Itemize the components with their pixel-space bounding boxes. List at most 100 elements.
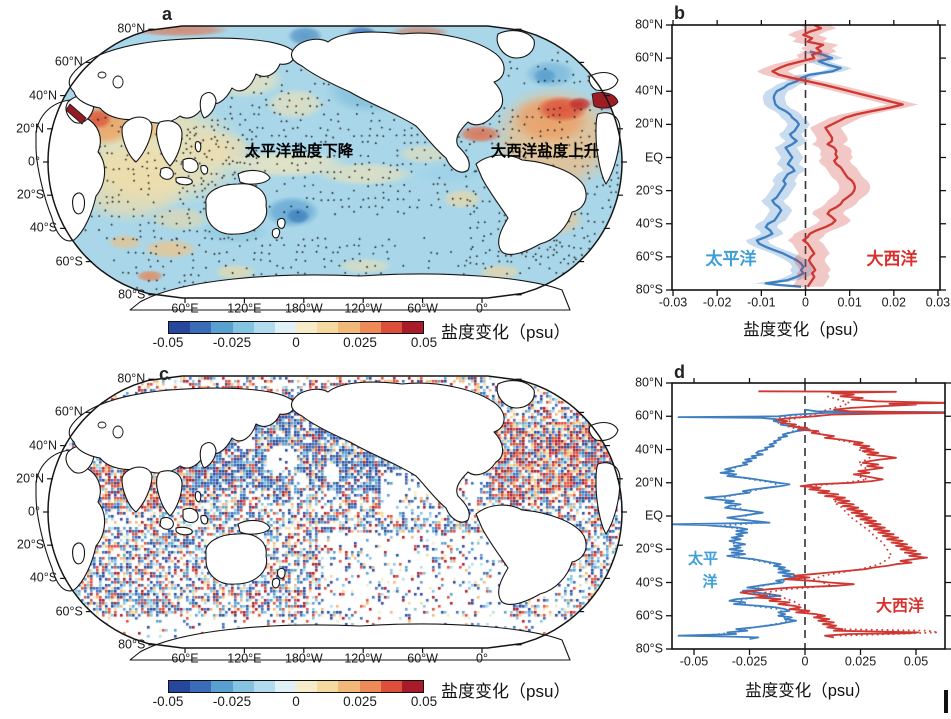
colorbar-segment bbox=[253, 322, 275, 333]
colorbar-segment bbox=[401, 322, 424, 333]
cursor-artifact bbox=[944, 690, 948, 713]
continent bbox=[496, 30, 535, 59]
map-c-lon-label: 120°W bbox=[344, 651, 383, 666]
continent bbox=[588, 421, 619, 442]
colorbar-c-tick-label: 0.025 bbox=[343, 693, 377, 709]
map-a-lon-label: 120°E bbox=[227, 301, 262, 316]
panel-b-atlantic-label: 大西洋 bbox=[866, 249, 918, 269]
series-line bbox=[755, 50, 842, 288]
panel-a-letter: a bbox=[162, 4, 173, 24]
profile-x-tick-label: 0.01 bbox=[837, 295, 862, 310]
profile-y-tick-label: EQ bbox=[644, 149, 663, 164]
continent bbox=[72, 192, 86, 215]
colorbar-segment bbox=[169, 681, 191, 692]
colorbar-segment bbox=[296, 681, 318, 692]
colorbar-c-tick-label: 0 bbox=[292, 693, 300, 709]
map-a-lon-label: 120°W bbox=[344, 301, 383, 316]
profile-x-tick-label: 0.025 bbox=[844, 654, 877, 669]
continent bbox=[121, 116, 153, 163]
map-c-lon-label: 60°W bbox=[407, 651, 438, 666]
profile-x-tick-label: 0.02 bbox=[881, 295, 906, 310]
colorbar-c-tick-label: -0.05 bbox=[152, 693, 184, 709]
colorbar-segment bbox=[296, 322, 318, 333]
series-group bbox=[672, 390, 945, 640]
continent bbox=[156, 120, 183, 167]
continents bbox=[35, 380, 621, 661]
continent bbox=[156, 470, 183, 517]
profile-y-tick-label: 40°N bbox=[635, 441, 663, 456]
panel-b-xlabel: 盐度变化（psu） bbox=[743, 321, 869, 339]
colorbar-segment bbox=[380, 681, 402, 692]
series-line bbox=[771, 25, 904, 288]
map-c-lat-label: 80°S bbox=[118, 637, 146, 652]
map-c-lon-label: 60°E bbox=[171, 651, 199, 666]
pacific-annotation: 太平洋盐度下降 bbox=[244, 143, 354, 160]
map-c-lat-label: 40°S bbox=[29, 570, 58, 585]
map-a-lat-label: 40°S bbox=[29, 220, 58, 235]
map-a-lat-label: 20°S bbox=[16, 187, 45, 202]
profile-x-tick-label: -0.02 bbox=[702, 295, 732, 310]
colorbar-segment bbox=[274, 681, 297, 692]
continent bbox=[68, 37, 295, 124]
continent bbox=[182, 157, 199, 174]
profile-y-tick-label: 40°S bbox=[635, 216, 663, 231]
colorbar-a bbox=[168, 321, 424, 334]
profile-y-tick-label: 40°S bbox=[635, 574, 663, 589]
continent bbox=[290, 31, 505, 173]
continent bbox=[121, 466, 153, 513]
map-a-lat-label: 80°N bbox=[117, 21, 146, 36]
colorbar-segment bbox=[232, 681, 254, 692]
colorbar-a-tick-label: -0.05 bbox=[152, 334, 184, 350]
continent bbox=[194, 141, 202, 153]
profile-y-tick-label: 80°S bbox=[635, 282, 663, 297]
colorbar-a-tick-label: -0.025 bbox=[212, 334, 252, 350]
profile-y-tick-label: 40°N bbox=[635, 83, 663, 98]
continent bbox=[35, 449, 106, 592]
continents bbox=[35, 30, 621, 311]
continent bbox=[182, 507, 199, 524]
colorbar-c-tick-label: 0.05 bbox=[410, 693, 438, 709]
map-a-lon-label: 0° bbox=[476, 301, 488, 316]
profile-x-tick-label: 0.03 bbox=[925, 295, 951, 310]
profile-y-tick-label: 60°N bbox=[635, 408, 663, 423]
colorbar-a-tick-label: 0.05 bbox=[410, 334, 438, 350]
continent bbox=[595, 462, 621, 535]
map-a-lat-label: 0° bbox=[28, 154, 40, 169]
lake bbox=[112, 425, 124, 439]
colorbar-c bbox=[168, 680, 424, 693]
lake bbox=[97, 71, 107, 79]
colorbar-a-label: 盐度变化（psu） bbox=[441, 323, 571, 342]
atlantic-annotation: 大西洋盐度上升 bbox=[490, 143, 600, 160]
profile-y-tick-label: 20°N bbox=[635, 116, 663, 131]
colorbar-c-tick-label: -0.025 bbox=[212, 693, 252, 709]
colorbar-segment bbox=[359, 322, 381, 333]
lake bbox=[97, 421, 107, 429]
series-group bbox=[745, 25, 919, 288]
panel-c-letter: c bbox=[159, 364, 170, 384]
continent bbox=[194, 491, 202, 503]
continent bbox=[200, 164, 209, 175]
colorbar-segment bbox=[274, 322, 297, 333]
colorbar-segment bbox=[190, 681, 212, 692]
continent bbox=[277, 567, 286, 579]
continent bbox=[199, 441, 217, 469]
map-a-lat-label: 40°N bbox=[29, 88, 58, 103]
map-a-lon-label: 60°W bbox=[407, 301, 438, 316]
continent bbox=[277, 217, 286, 229]
profile-y-tick-label: EQ bbox=[644, 508, 663, 523]
continent bbox=[68, 387, 295, 474]
map-a-lon-label: 60°E bbox=[171, 301, 199, 316]
profile-y-tick-label: 20°S bbox=[635, 541, 663, 556]
colorbar-segment bbox=[359, 681, 381, 692]
panel-d-plot bbox=[666, 378, 951, 655]
colorbar-segment bbox=[401, 681, 424, 692]
map-c-lon-label: 0° bbox=[476, 651, 488, 666]
panel-d-xlabel: 盐度变化（psu） bbox=[745, 682, 871, 700]
colorbar-segment bbox=[211, 322, 233, 333]
series-line bbox=[672, 408, 945, 640]
colorbar-segment bbox=[380, 322, 402, 333]
map-c-lat-label: 0° bbox=[28, 504, 40, 519]
map-c-lat-label: 60°N bbox=[54, 404, 83, 419]
panel-d-pacific-label-line2: 洋 bbox=[702, 573, 718, 591]
continent bbox=[200, 514, 209, 525]
